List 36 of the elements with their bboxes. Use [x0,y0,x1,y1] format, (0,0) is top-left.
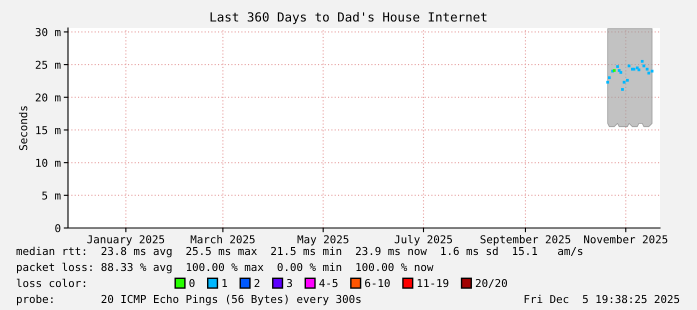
x-tick-label: March 2025 [190,235,255,244]
x-tick-label: July 2025 [394,234,452,246]
legend-label: 11-19 [418,278,448,288]
y-tick-label: 30 m [36,28,61,36]
legend-label: 2 [254,278,260,288]
chart-title: Last 360 Days to Dad's House Internet [210,12,486,24]
legend-title: loss color: [16,278,86,288]
x-tick-label: May 2025 [298,235,348,246]
legend-label: 1 [222,279,228,288]
point [616,65,619,68]
legend-label: 0 [189,278,195,288]
text: median rtt: 23.8 ms avg 25.5 ms max 21.5 ms min 23.9 ms now 1.6 ms sd 15.1 am/s [16,246,582,258]
text: Fri Dec 5 19:38:25 2025 [524,294,680,304]
text: probe: 20 ICMP Echo Pings (56 Bytes) every 300s [17,294,361,306]
legend-label: 6-10 [365,278,390,288]
y-tick-label: 25 m [36,60,61,69]
point [622,80,626,84]
y-tick-label: 15 m [36,126,61,134]
point [621,88,624,91]
point [628,64,630,68]
point [647,72,650,74]
y-tick-label: 10 m [36,158,61,167]
point [626,78,629,82]
legend-label: 3 [287,278,292,288]
y-tick-label: 0 [55,224,60,232]
x-tick-label: January 2025 [87,235,164,246]
legend-label: 4-5 [319,279,338,288]
y-tick-label: 5 m [42,192,61,200]
point [650,70,654,73]
text: packet loss: 88.33 % avg 100.00 % max 0.00 % min 100.00 % now [17,262,434,274]
legend-label: 20/20 [476,278,507,288]
point [642,64,646,68]
y-tick-label: 20 m [36,93,61,102]
x-tick-label: November 2025 [584,235,668,244]
x-tick-label: September 2025 [480,235,570,246]
y-axis-title: Seconds [18,106,28,150]
